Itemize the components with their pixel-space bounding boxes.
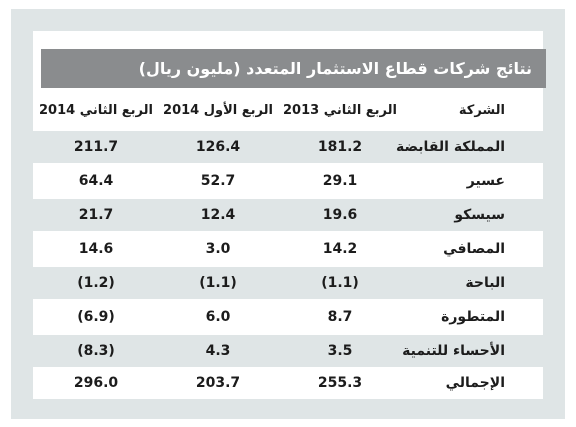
value-q2-2014: (1.2) (77, 275, 115, 291)
table-row: عسير 29.1 52.7 64.4 (33, 165, 543, 197)
value-q1-2014: 6.0 (205, 309, 231, 325)
company-name: الباحة (465, 275, 505, 291)
value-q2-2014: (6.9) (77, 309, 115, 325)
value-q1-2014: 12.4 (200, 207, 236, 223)
company-name: سيسكو (454, 207, 505, 223)
value-q2-2013: 14.2 (322, 241, 358, 257)
outer-frame: نتائج شركات قطاع الاستثمار المتعدد (مليو… (11, 9, 565, 419)
value-q2-2014: 296.0 (73, 375, 119, 391)
value-q2-2013: 19.6 (322, 207, 358, 223)
table-row: المتطورة 8.7 6.0 (6.9) (33, 301, 543, 333)
table-header-row: الشركة الربع الثاني 2013 الربع الأول 201… (33, 94, 543, 126)
company-name: الإجمالي (445, 375, 505, 391)
value-q1-2014: 52.7 (200, 173, 236, 189)
header-q1-2014: الربع الأول 2014 (163, 102, 273, 118)
results-table-card: نتائج شركات قطاع الاستثمار المتعدد (مليو… (33, 31, 546, 399)
company-name: عسير (466, 173, 505, 189)
value-q2-2014: 64.4 (78, 173, 114, 189)
value-q2-2013: 255.3 (317, 375, 363, 391)
value-q1-2014: 126.4 (195, 139, 241, 155)
value-q2-2014: 211.7 (73, 139, 119, 155)
value-q1-2014: (1.1) (199, 275, 237, 291)
value-q2-2013: 29.1 (322, 173, 358, 189)
value-q2-2014: 14.6 (78, 241, 114, 257)
value-q1-2014: 3.0 (205, 241, 231, 257)
table-title: نتائج شركات قطاع الاستثمار المتعدد (مليو… (41, 49, 546, 88)
header-q2-2013: الربع الثاني 2013 (283, 102, 397, 118)
table-total-row: الإجمالي 255.3 203.7 296.0 (33, 367, 543, 399)
value-q1-2014: 4.3 (205, 343, 231, 359)
table-row: المملكة القابضة 181.2 126.4 211.7 (33, 131, 543, 163)
value-q2-2013: 3.5 (327, 343, 353, 359)
company-name: المصافي (443, 241, 505, 257)
value-q2-2013: 181.2 (317, 139, 363, 155)
value-q2-2013: (1.1) (321, 275, 359, 291)
value-q1-2014: 203.7 (195, 375, 241, 391)
table-row: الباحة (1.1) (1.1) (1.2) (33, 267, 543, 299)
table-row: سيسكو 19.6 12.4 21.7 (33, 199, 543, 231)
header-q2-2014: الربع الثاني 2014 (39, 102, 153, 118)
value-q2-2013: 8.7 (327, 309, 353, 325)
table-row: الأحساء للتنمية 3.5 4.3 (8.3) (33, 335, 543, 367)
company-name: الأحساء للتنمية (402, 343, 505, 359)
header-company: الشركة (458, 102, 505, 118)
company-name: المملكة القابضة (396, 139, 505, 155)
company-name: المتطورة (441, 309, 505, 325)
value-q2-2014: (8.3) (77, 343, 115, 359)
value-q2-2014: 21.7 (78, 207, 114, 223)
table-row: المصافي 14.2 3.0 14.6 (33, 233, 543, 265)
